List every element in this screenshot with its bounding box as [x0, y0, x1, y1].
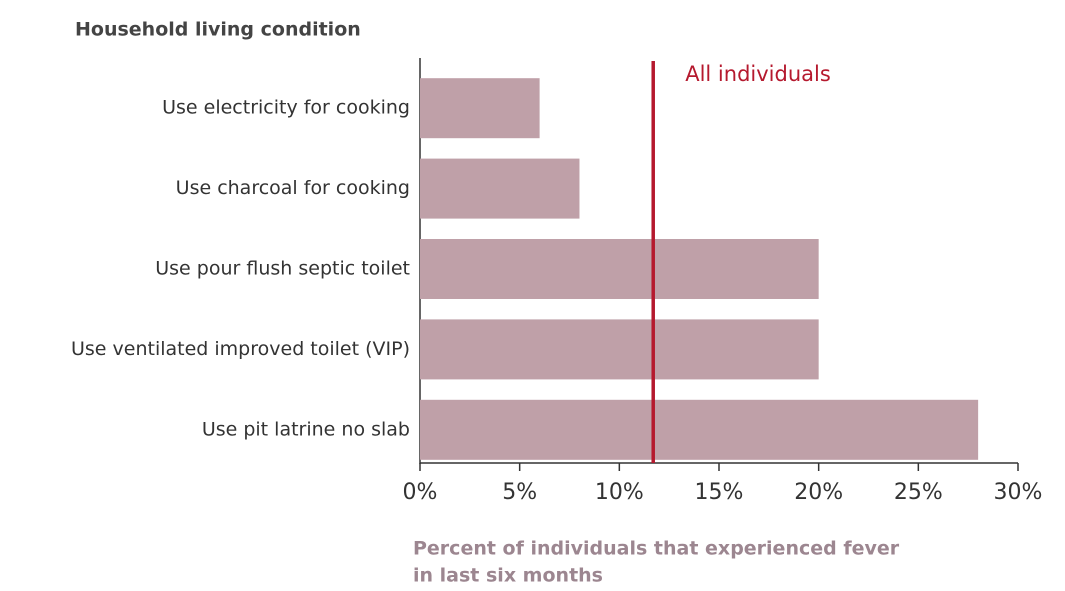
y-tick-label: Use ventilated improved toilet (VIP): [71, 338, 410, 360]
bar: [420, 158, 580, 219]
x-tick-label: 20%: [794, 480, 843, 505]
bar: [420, 78, 540, 139]
x-tick-label: 30%: [994, 480, 1043, 505]
y-tick-label: Use electricity for cooking: [162, 97, 410, 119]
y-tick-label: Use charcoal for cooking: [176, 177, 410, 199]
x-tick-label: 0%: [403, 480, 438, 505]
reference-label: All individuals: [685, 62, 831, 86]
x-tick-label: 15%: [695, 480, 744, 505]
x-axis-title: in last six months: [413, 565, 603, 587]
y-tick-label: Use pour flush septic toilet: [155, 258, 410, 280]
x-axis-title: Percent of individuals that experienced …: [413, 538, 900, 560]
bar: [420, 239, 819, 299]
x-tick-label: 25%: [894, 480, 943, 505]
chart-title: Household living condition: [75, 19, 361, 41]
bar: [420, 399, 979, 460]
x-tick-label: 10%: [595, 480, 644, 505]
x-tick-label: 5%: [502, 480, 537, 505]
bar: [420, 319, 819, 380]
y-tick-label: Use pit latrine no slab: [202, 418, 410, 440]
